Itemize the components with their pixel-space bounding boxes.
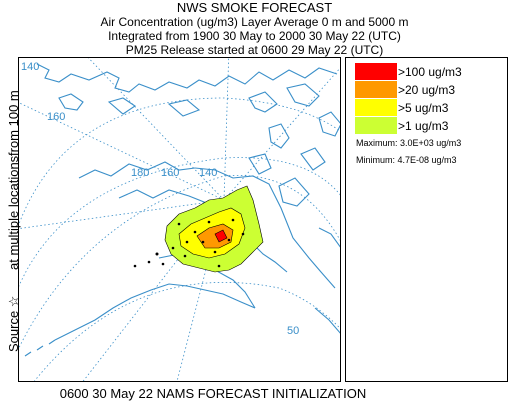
smoke-plume	[133, 185, 264, 273]
legend-label-100: >100 ug/m3	[398, 65, 462, 79]
legend-swatch-100	[355, 63, 397, 80]
grid-label-140w: 140	[21, 61, 39, 73]
map-panel[interactable]: 140 160 180 160 140 50	[18, 57, 341, 382]
legend-swatch-20	[355, 81, 397, 98]
subtitle-concentration: Air Concentration (ug/m3) Layer Average …	[100, 15, 409, 29]
forecast-initialization: 0600 30 May 22 NAMS FORECAST INITIALIZAT…	[59, 386, 367, 401]
grid-label-160e: 160	[161, 167, 179, 179]
legend-label-20: >20 ug/m3	[398, 83, 456, 97]
grid-label-140e: 140	[199, 167, 217, 179]
map-title: NWS SMOKE FORECAST	[176, 0, 333, 15]
grid-label-180: 180	[131, 167, 149, 179]
legend-maximum: Maximum: 3.0E+03 ug/m3	[356, 138, 462, 148]
legend-swatch-5	[355, 99, 397, 116]
map-canvas: 140 160 180 160 140 50	[19, 58, 340, 381]
subtitle-integration: Integrated from 1900 30 May to 2000 30 M…	[108, 29, 401, 43]
legend-label-1: >1 ug/m3	[398, 119, 449, 133]
legend-panel: >100 ug/m3 >20 ug/m3 >5 ug/m3 >1 ug/m3 M…	[345, 57, 508, 382]
source-points	[133, 218, 245, 268]
legend-label-5: >5 ug/m3	[398, 101, 449, 115]
coastlines	[24, 63, 340, 357]
legend-minimum: Minimum: 4.7E-08 ug/m3	[356, 155, 457, 165]
subtitle-release: PM25 Release started at 0600 29 May 22 (…	[125, 43, 384, 57]
grid-label-50n: 50	[287, 325, 299, 337]
legend-swatch-1	[355, 117, 397, 134]
grid-label-160w: 160	[47, 111, 65, 123]
